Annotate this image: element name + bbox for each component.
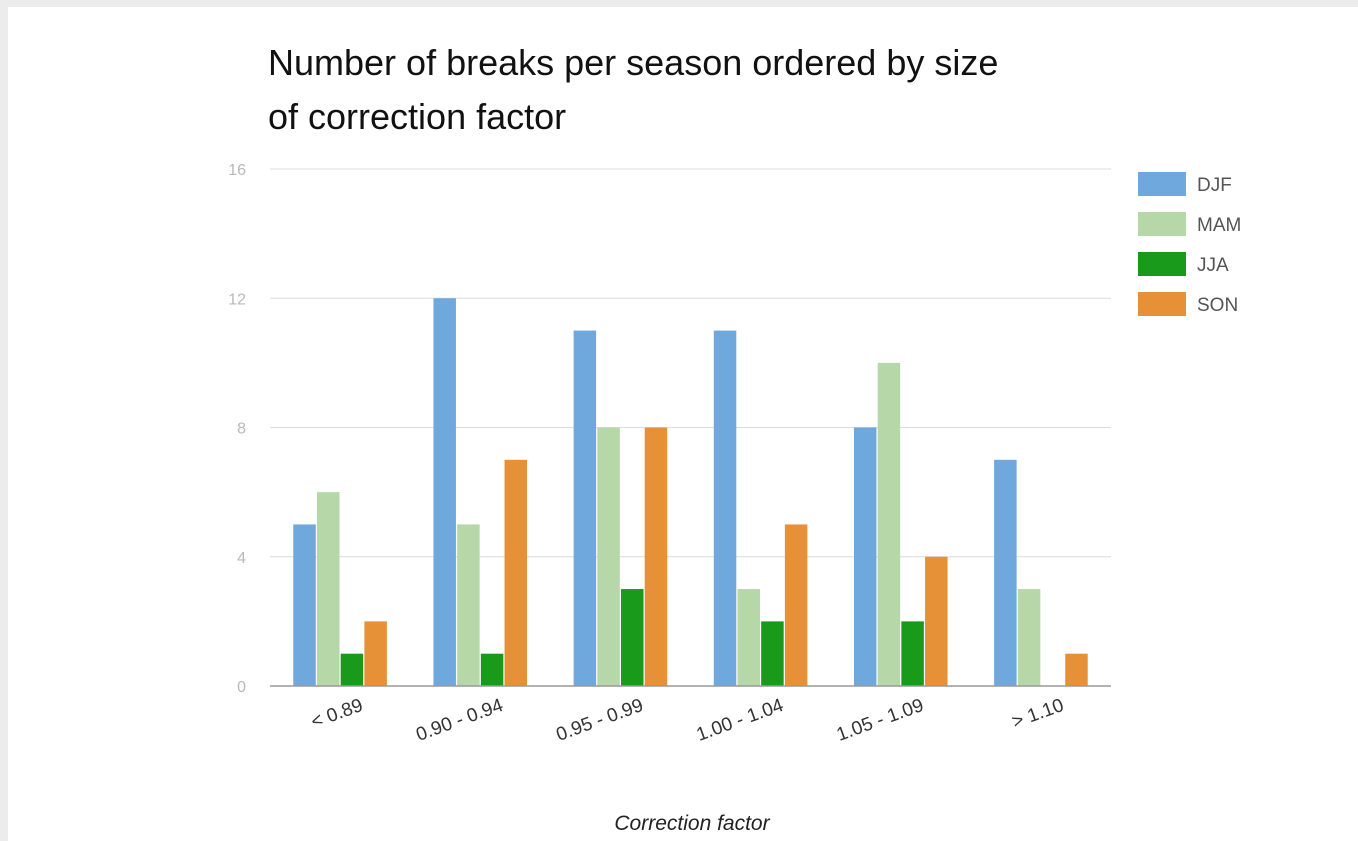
bar-son (1065, 653, 1088, 686)
x-axis-title: Correction factor (614, 812, 770, 835)
bar-jja (621, 589, 644, 686)
bar-djf (853, 427, 877, 686)
bar-jja (761, 621, 784, 686)
y-tick-label: 0 (237, 679, 246, 696)
chart-title-line-1: Number of breaks per season ordered by s… (268, 42, 998, 83)
y-axis-ticks: 0 4 8 12 16 (228, 162, 246, 696)
bar-jja (901, 621, 924, 686)
legend-swatch-son (1138, 292, 1186, 316)
bar-chart: Number of breaks per season ordered by s… (228, 42, 1241, 835)
chart-frame: Number of breaks per season ordered by s… (8, 7, 1358, 841)
bar-djf (713, 330, 737, 686)
bar-mam (877, 362, 901, 686)
bar-mam (457, 524, 480, 686)
bar-djf (573, 330, 597, 686)
bar-djf (293, 524, 316, 686)
y-tick-label: 8 (237, 421, 246, 438)
bar-jja (480, 653, 504, 686)
bars (293, 298, 1088, 686)
legend: DJF MAM JJA SON (1138, 172, 1241, 316)
bar-djf (433, 298, 456, 686)
x-tick-label: > 1.10 (1009, 695, 1066, 733)
x-tick-label: < 0.89 (308, 695, 365, 733)
bar-mam (1017, 589, 1041, 686)
legend-swatch-mam (1138, 212, 1186, 236)
bar-son (504, 459, 528, 686)
y-tick-label: 4 (237, 550, 246, 567)
chart-title-line-2: of correction factor (268, 96, 566, 137)
y-tick-label: 16 (228, 162, 246, 179)
legend-label-djf: DJF (1197, 175, 1232, 196)
bar-son (644, 427, 668, 686)
legend-label-jja: JJA (1197, 255, 1229, 276)
legend-swatch-djf (1138, 172, 1186, 196)
bar-djf (994, 459, 1017, 686)
legend-label-mam: MAM (1197, 215, 1241, 236)
x-tick-label: 0.95 - 0.99 (554, 695, 647, 746)
x-axis-ticks: < 0.89 0.90 - 0.94 0.95 - 0.99 1.00 - 1.04 1… (308, 695, 1066, 746)
bar-son (364, 621, 387, 686)
y-tick-label: 12 (228, 291, 246, 308)
legend-label-son: SON (1197, 295, 1238, 316)
x-tick-label: 0.90 - 0.94 (413, 695, 506, 746)
legend-swatch-jja (1138, 252, 1186, 276)
bar-son (784, 524, 808, 686)
bar-jja (340, 653, 364, 686)
x-tick-label: 1.05 - 1.09 (834, 695, 927, 746)
bar-son (925, 556, 948, 686)
bar-mam (316, 492, 340, 686)
bar-mam (597, 427, 620, 686)
x-tick-label: 1.00 - 1.04 (694, 695, 787, 746)
gridlines (270, 168, 1111, 558)
bar-mam (737, 589, 760, 686)
